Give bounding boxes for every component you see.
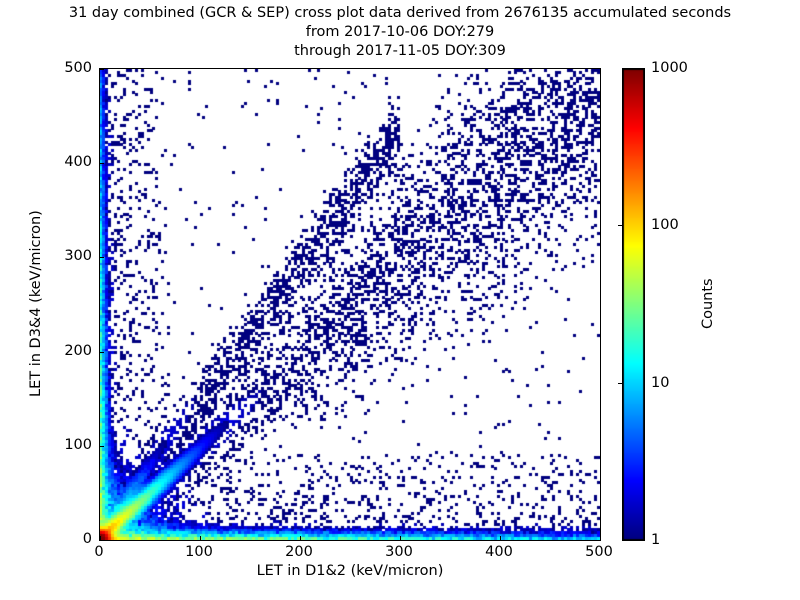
x-tick-label: 300 — [385, 544, 413, 560]
colorbar: 1 10 100 1000 — [618, 60, 688, 548]
colorbar-tick-label: 10 — [651, 374, 670, 391]
x-axis-label: LET in D1&2 (keV/micron) — [256, 563, 444, 579]
colorbar-tick-label: 100 — [651, 217, 679, 234]
title-line-1: 31 day combined (GCR & SEP) cross plot d… — [68, 5, 732, 21]
x-tick-label: 0 — [94, 544, 104, 560]
y-tick-label: 100 — [64, 436, 92, 453]
plot-title: 31 day combined (GCR & SEP) cross plot d… — [0, 4, 800, 61]
x-tick-mark — [600, 536, 601, 540]
x-tick-label: 200 — [285, 544, 313, 560]
colorbar-tick-mark — [618, 225, 622, 227]
colorbar-label: Counts — [700, 278, 716, 329]
colorbar-tick-mark — [618, 382, 622, 384]
y-tick-mark — [100, 351, 104, 353]
y-tick-label: 200 — [64, 342, 92, 359]
y-tick-mark — [100, 445, 104, 447]
plot-axes — [99, 68, 601, 541]
x-tick-label: 400 — [485, 544, 513, 560]
y-axis-label: LET in D3&4 (keV/micron) — [28, 210, 44, 397]
x-tick-mark — [300, 536, 301, 540]
x-tick-label: 100 — [185, 544, 213, 560]
x-tick-mark — [500, 536, 501, 540]
x-tick-label: 500 — [585, 544, 613, 560]
colorbar-gradient — [622, 68, 645, 541]
scatter-density-plot — [100, 69, 600, 540]
y-tick-label: 400 — [64, 154, 92, 171]
x-tick-mark — [100, 536, 101, 540]
x-tick-mark — [400, 536, 401, 540]
y-tick-label: 300 — [64, 248, 92, 265]
y-tick-label: 0 — [82, 531, 92, 547]
y-tick-mark — [100, 257, 104, 259]
y-tick-mark — [100, 163, 104, 165]
colorbar-tick-label: 1 — [651, 532, 661, 548]
y-tick-label: 500 — [64, 60, 92, 76]
title-line-2: from 2017-10-06 DOY:279 — [305, 24, 495, 40]
y-tick-mark — [100, 69, 104, 70]
colorbar-tick-label: 1000 — [651, 60, 688, 76]
title-line-3: through 2017-11-05 DOY:309 — [294, 43, 506, 59]
x-tick-mark — [200, 536, 201, 540]
y-tick-mark — [100, 540, 104, 541]
